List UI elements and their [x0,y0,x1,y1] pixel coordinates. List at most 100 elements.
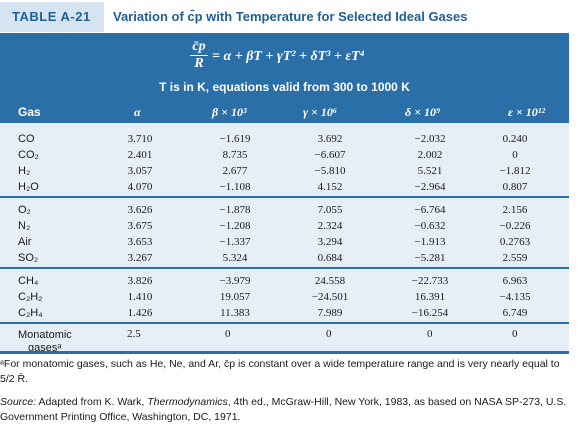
table-row: C₂H₄ 1.426 11.383 7.989 −16.254 6.749 [0,305,569,321]
group-separator [0,322,569,324]
source-citation: Source: Adapted from K. Wark, Thermodyna… [0,395,569,425]
table-row: N₂ 3.675 −1.208 2.324 −0.632 −0.226 [0,218,569,234]
table-title-bar: TABLE A-21 Variation of c̄p with Tempera… [0,2,577,32]
table-bottom-rule [0,351,569,354]
delta-value-cell: −0.632 [414,220,446,232]
footnote: ᵃFor monatomic gases, such as He, Ne, an… [0,357,569,387]
beta-value-cell: 8.735 [222,149,248,161]
source-text-after: , 4th ed., McGraw-Hill, New York, 1983, … [0,396,567,423]
gas-name-cell: C₂H₂ [18,291,43,303]
gas-name-cell: C₂H₄ [18,307,43,319]
epsilon-value-cell: 2.559 [502,252,528,264]
delta-value-cell: −6.764 [414,204,446,216]
beta-value-cell: 5.324 [222,252,248,264]
equation-numerator: c̄p [190,39,208,56]
epsilon-value-cell: 6.963 [502,275,528,287]
alpha-value-cell: 1.410 [127,291,153,303]
table-row: CO 3.710 −1.619 3.692 −2.032 0.240 [0,131,569,147]
gamma-value-cell: −5.810 [314,165,346,177]
alpha-value-cell: 3.710 [127,133,153,145]
header-subtitle: T is in K, equations valid from 300 to 1… [159,80,410,94]
gas-name-cell: SO₂ [18,252,39,264]
gas-name-cell: H₂ [18,165,31,177]
gas-name-cell: CH₄ [18,275,39,287]
epsilon-value-cell: 6.749 [502,307,528,319]
alpha-value-cell: 3.626 [127,204,153,216]
beta-value-cell: 19.057 [219,291,251,303]
gamma-value-cell: −6.607 [314,149,346,161]
equation-rhs: = α + βT + γT² + δT³ + εT⁴ [212,49,365,64]
monatomic-label-line1: Monatomic [18,329,72,341]
table-row: C₂H₂ 1.410 19.057 −24.501 16.391 −4.135 [0,289,569,305]
delta-value-cell: −2.964 [414,181,446,193]
alpha-value-cell: 4.070 [127,181,153,193]
gas-name-cell: Air [18,236,32,248]
gas-name-cell: CO₂ [18,149,39,161]
delta-value-cell: −2.032 [414,133,446,145]
epsilon-value-cell: 0 [512,149,518,161]
column-header-gas: Gas [18,105,41,119]
epsilon-value-cell: −0.226 [499,220,531,232]
gamma-value-cell: 7.989 [317,307,343,319]
gas-name-cell: N₂ [18,220,31,232]
source-text-before: Adapted from K. Wark, [36,396,148,408]
gamma-value-cell: 3.692 [317,133,343,145]
group-separator [0,267,569,269]
alpha-value-cell: 1.426 [127,307,153,319]
footnote-text: For monatomic gases, such as He, Ne, and… [0,358,560,385]
table-body: CO 3.710 −1.619 3.692 −2.032 0.240 CO₂ 2.401 8.7… [0,123,569,354]
equation-fraction: c̄p R [190,39,208,72]
monatomic-alpha-value: 2.5 [127,328,141,340]
equation-denominator: R [194,56,204,71]
gamma-value-cell: 2.324 [317,220,343,232]
source-label: Source: [0,396,37,408]
table-header: c̄p R = α + βT + γT² + δT³ + εT⁴ T is in… [0,33,569,123]
gas-name-cell: CO [18,133,35,145]
alpha-value-cell: 3.267 [127,252,153,264]
monatomic-delta-value: 0 [427,328,433,340]
gamma-value-cell: 7.055 [317,204,343,216]
delta-value-cell: −22.733 [411,275,449,287]
column-header-delta: δ × 10⁹ [405,105,441,119]
alpha-value-cell: 3.675 [127,220,153,232]
alpha-value-cell: 3.057 [127,165,153,177]
epsilon-value-cell: 0.807 [502,181,528,193]
table-row: Air 3.653 −1.337 3.294 −1.913 0.2763 [0,234,569,250]
epsilon-value-cell: 0.240 [502,133,528,145]
column-header-gamma: γ × 10⁶ [303,105,338,119]
beta-value-cell: 11.383 [220,307,250,319]
gamma-value-cell: 0.684 [317,252,343,264]
footnote-marker: ᵃ [0,358,4,370]
beta-value-cell: −1.108 [219,181,251,193]
gamma-value-cell: 24.558 [314,275,346,287]
beta-value-cell: −1.619 [219,133,251,145]
beta-value-cell: −3.979 [219,275,251,287]
table-row: CO₂ 2.401 8.735 −6.607 2.002 0 [0,147,569,163]
table-row: H₂ 3.057 2.677 −5.810 5.521 −1.812 [0,163,569,179]
beta-value-cell: −1.208 [219,220,251,232]
table-number-tag: TABLE A-21 [0,2,104,32]
delta-value-cell: 2.002 [417,149,443,161]
table-row: H₂O 4.070 −1.108 4.152 −2.964 0.807 [0,179,569,195]
column-header-alpha: α [134,105,141,119]
monatomic-gamma-value: 0 [326,328,332,340]
monatomic-row: Monatomic gasesᵃ 2.5 0 0 0 0 [0,328,569,358]
delta-value-cell: 5.521 [417,165,443,177]
beta-value-cell: −1.878 [219,204,251,216]
gamma-value-cell: 3.294 [317,236,343,248]
gamma-value-cell: −24.501 [311,291,349,303]
source-book-title: Thermodynamics [147,396,228,408]
beta-value-cell: 2.677 [222,165,248,177]
alpha-value-cell: 3.653 [127,236,153,248]
gas-name-cell: O₂ [18,204,31,216]
alpha-value-cell: 2.401 [127,149,153,161]
table-row: SO₂ 3.267 5.324 0.684 −5.281 2.559 [0,250,569,266]
epsilon-value-cell: −4.135 [499,291,531,303]
epsilon-value-cell: 0.2763 [499,236,531,248]
gamma-value-cell: 4.152 [317,181,343,193]
alpha-value-cell: 3.826 [127,275,153,287]
delta-value-cell: −16.254 [411,307,449,319]
column-header-beta: β × 10³ [212,105,247,119]
table-row: CH₄ 3.826 −3.979 24.558 −22.733 6.963 [0,273,569,289]
monatomic-beta-value: 0 [225,328,231,340]
